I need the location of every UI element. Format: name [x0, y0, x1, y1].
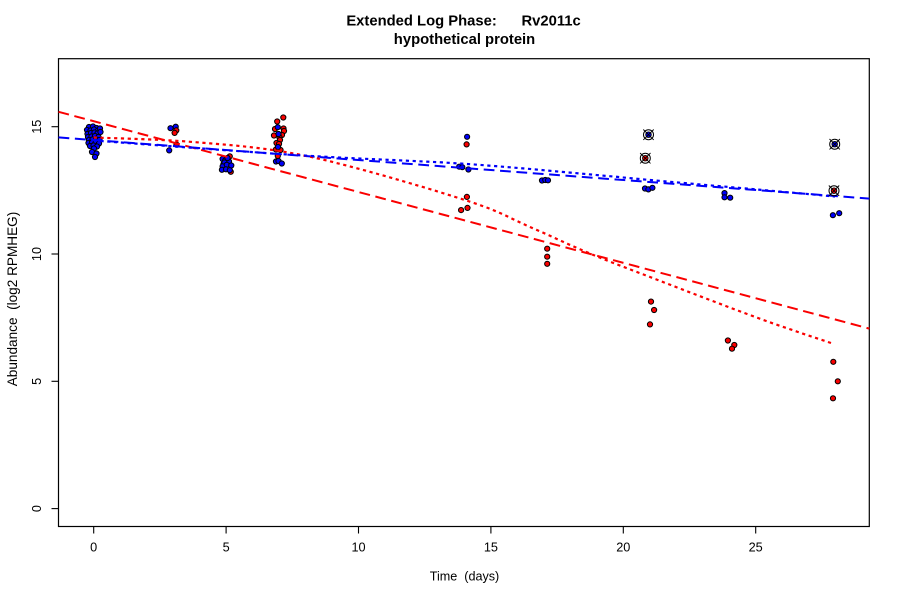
svg-text:25: 25 [749, 541, 763, 555]
svg-text:hypothetical protein: hypothetical protein [394, 32, 535, 48]
svg-text:10: 10 [351, 541, 365, 555]
svg-text:5: 5 [30, 378, 44, 385]
svg-text:15: 15 [484, 541, 498, 555]
svg-text:10: 10 [30, 247, 44, 261]
svg-text:Abundance (log2 RPMHEG): Abundance (log2 RPMHEG) [5, 212, 20, 387]
svg-text:0: 0 [30, 505, 44, 512]
svg-text:Time (days): Time (days) [430, 570, 500, 584]
svg-text:0: 0 [90, 541, 97, 555]
svg-text:20: 20 [616, 541, 630, 555]
svg-text:5: 5 [223, 541, 230, 555]
svg-text:Extended Log Phase: Rv201: Extended Log Phase: Rv2011c [346, 14, 580, 30]
svg-text:15: 15 [30, 120, 44, 134]
